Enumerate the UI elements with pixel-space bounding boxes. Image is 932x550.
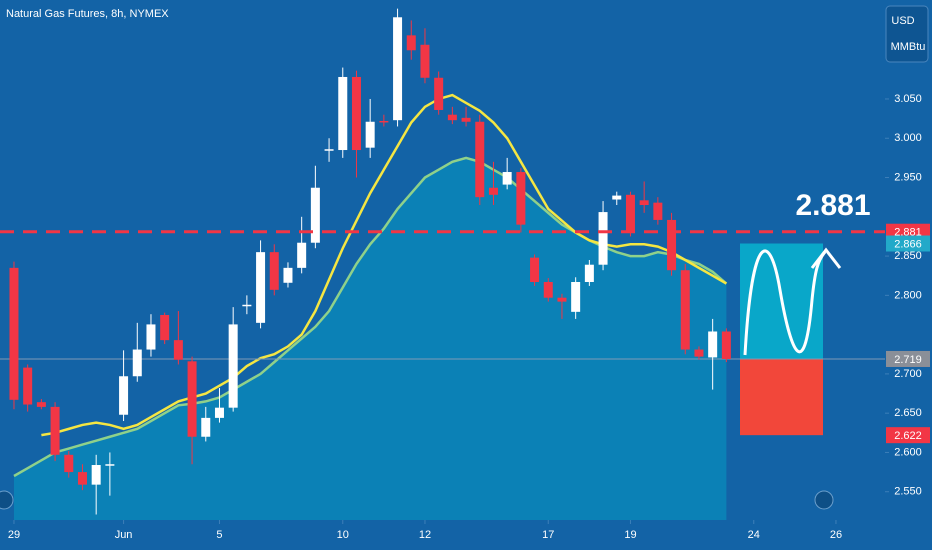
- x-tick-label: 5: [216, 529, 222, 541]
- candle-body: [119, 376, 129, 415]
- candle-body: [680, 270, 690, 350]
- candle-body: [612, 195, 622, 200]
- candle-body: [297, 242, 307, 268]
- ma-line: [41, 93, 727, 437]
- candle-body: [530, 257, 540, 282]
- price-label: 2.622: [894, 430, 922, 442]
- y-tick-label: 2.600: [894, 446, 922, 458]
- candle-body: [23, 367, 33, 405]
- y-tick-label: 2.550: [894, 486, 922, 498]
- x-tick-label: 26: [830, 529, 842, 541]
- scroll-icon[interactable]: [814, 490, 834, 510]
- price-label: 2.719: [894, 354, 922, 366]
- scroll-icon[interactable]: [0, 490, 14, 510]
- price-label: 2.866: [894, 238, 922, 250]
- candle-body: [625, 194, 635, 232]
- candle-body: [242, 304, 252, 307]
- x-tick-label: 10: [337, 529, 349, 541]
- y-tick-label: 2.700: [894, 368, 922, 380]
- ma-line: [13, 156, 728, 478]
- annotation: 2.881: [795, 189, 870, 222]
- candle-body: [214, 407, 224, 418]
- x-tick-label: 19: [624, 529, 636, 541]
- currency-label: USD: [891, 15, 914, 27]
- candle-body: [475, 121, 485, 198]
- candle-body: [132, 349, 142, 377]
- x-tick-label: 24: [748, 529, 760, 541]
- stop-zone: [740, 358, 823, 436]
- candle-body: [502, 172, 512, 185]
- candle-body: [708, 331, 718, 358]
- candle-body: [639, 200, 649, 206]
- y-tick-label: 2.950: [894, 171, 922, 183]
- forecast-arrowhead: [810, 247, 842, 269]
- candle-body: [488, 187, 498, 195]
- candle-body: [256, 252, 266, 323]
- candle-body: [420, 44, 430, 78]
- candle-body: [393, 17, 403, 121]
- candle-body: [351, 76, 361, 151]
- candle-body: [543, 281, 553, 298]
- price-label-box: [886, 427, 930, 444]
- chart-title: Natural Gas Futures, 8h, NYMEX: [6, 8, 169, 20]
- candle-body: [187, 361, 197, 437]
- candle-body: [283, 267, 293, 283]
- x-tick-label: Jun: [115, 529, 133, 541]
- candle-body: [146, 324, 156, 350]
- candle-body: [173, 340, 183, 360]
- candle-body: [228, 324, 238, 408]
- candle-body: [9, 267, 19, 400]
- y-tick-label: 3.000: [894, 132, 922, 144]
- candle-body: [379, 120, 389, 123]
- candle-body: [269, 252, 279, 290]
- unit-label: MMBtu: [891, 41, 926, 53]
- candle-body: [105, 464, 115, 466]
- candle-body: [324, 149, 334, 151]
- candle-body: [91, 465, 101, 485]
- y-tick-label: 2.650: [894, 407, 922, 419]
- candle-body: [201, 417, 211, 437]
- candle-body: [77, 472, 87, 485]
- candle-body: [434, 77, 444, 110]
- candle-body: [64, 454, 74, 473]
- x-tick-label: 12: [419, 529, 431, 541]
- candle-body: [447, 114, 457, 121]
- candle-body: [461, 117, 471, 122]
- plot-area: 2.550 2.600 2.650 2.700 2.800 2.850 2.950 3.000…: [0, 8, 922, 541]
- x-tick-label: 17: [542, 529, 554, 541]
- price-label-box: [886, 235, 930, 252]
- candle-body: [571, 281, 581, 312]
- candle-body: [557, 297, 567, 302]
- candle-body: [50, 406, 60, 455]
- candle-body: [694, 349, 704, 357]
- candle-body: [584, 264, 594, 282]
- candle-body: [721, 331, 731, 359]
- candle-body: [667, 219, 677, 271]
- forecast-curve: [743, 249, 827, 356]
- x-tick-label: 29: [8, 529, 20, 541]
- candle-body: [338, 76, 348, 151]
- candle-body: [516, 172, 526, 225]
- y-tick-label: 2.800: [894, 289, 922, 301]
- candle-body: [36, 402, 46, 407]
- price-label-box: [886, 350, 930, 367]
- candle-body: [653, 202, 663, 220]
- candle-body: [365, 121, 375, 148]
- unit-box[interactable]: [885, 5, 929, 63]
- candle-body: [160, 314, 170, 341]
- candle-body: [598, 212, 608, 265]
- y-tick-label: 2.850: [894, 250, 922, 262]
- y-tick-label: 3.050: [894, 93, 922, 105]
- candle-body: [310, 187, 320, 243]
- candle-body: [406, 35, 416, 51]
